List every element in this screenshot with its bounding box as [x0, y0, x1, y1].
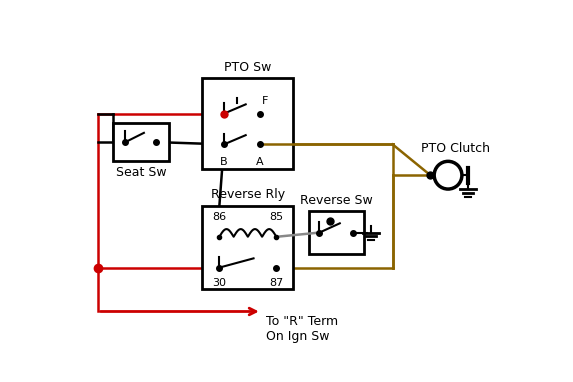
Text: 85: 85 — [269, 212, 284, 222]
Text: Reverse Sw: Reverse Sw — [300, 194, 373, 207]
Text: PTO Clutch: PTO Clutch — [421, 142, 490, 155]
Text: A: A — [256, 157, 264, 167]
Bar — [113, 123, 168, 161]
Text: 30: 30 — [213, 278, 226, 288]
Text: 87: 87 — [269, 278, 284, 288]
Bar — [309, 211, 364, 254]
Text: PTO Sw: PTO Sw — [224, 61, 272, 74]
Text: To "R" Term
On Ign Sw: To "R" Term On Ign Sw — [265, 315, 337, 343]
Text: Seat Sw: Seat Sw — [116, 166, 166, 179]
Text: F: F — [262, 96, 268, 106]
Bar — [202, 206, 293, 289]
Text: Reverse Rly: Reverse Rly — [211, 188, 285, 201]
Text: 86: 86 — [212, 212, 226, 222]
Text: B: B — [220, 157, 228, 167]
Bar — [202, 78, 293, 169]
